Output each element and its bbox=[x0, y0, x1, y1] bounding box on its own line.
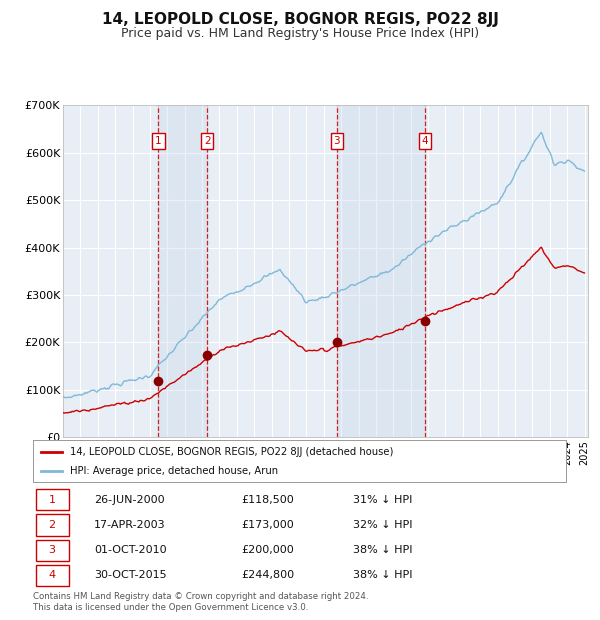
Text: 1: 1 bbox=[155, 136, 162, 146]
FancyBboxPatch shape bbox=[35, 565, 68, 586]
Text: 01-OCT-2010: 01-OCT-2010 bbox=[94, 545, 167, 555]
Text: 38% ↓ HPI: 38% ↓ HPI bbox=[353, 570, 412, 580]
Text: Contains HM Land Registry data © Crown copyright and database right 2024.
This d: Contains HM Land Registry data © Crown c… bbox=[33, 592, 368, 611]
Text: 17-APR-2003: 17-APR-2003 bbox=[94, 520, 166, 530]
Text: 4: 4 bbox=[49, 570, 56, 580]
Text: 2: 2 bbox=[49, 520, 56, 530]
Text: Price paid vs. HM Land Registry's House Price Index (HPI): Price paid vs. HM Land Registry's House … bbox=[121, 27, 479, 40]
Text: 30-OCT-2015: 30-OCT-2015 bbox=[94, 570, 167, 580]
Text: 26-JUN-2000: 26-JUN-2000 bbox=[94, 495, 165, 505]
FancyBboxPatch shape bbox=[35, 515, 68, 536]
FancyBboxPatch shape bbox=[35, 489, 68, 510]
Text: £118,500: £118,500 bbox=[241, 495, 293, 505]
Text: £244,800: £244,800 bbox=[241, 570, 294, 580]
FancyBboxPatch shape bbox=[35, 539, 68, 560]
Text: 14, LEOPOLD CLOSE, BOGNOR REGIS, PO22 8JJ: 14, LEOPOLD CLOSE, BOGNOR REGIS, PO22 8J… bbox=[101, 12, 499, 27]
Bar bbox=[158, 105, 207, 437]
Text: 31% ↓ HPI: 31% ↓ HPI bbox=[353, 495, 412, 505]
Text: 32% ↓ HPI: 32% ↓ HPI bbox=[353, 520, 412, 530]
Bar bbox=[337, 105, 425, 437]
Text: 4: 4 bbox=[422, 136, 428, 146]
Text: 14, LEOPOLD CLOSE, BOGNOR REGIS, PO22 8JJ (detached house): 14, LEOPOLD CLOSE, BOGNOR REGIS, PO22 8J… bbox=[70, 446, 394, 456]
Text: £200,000: £200,000 bbox=[241, 545, 293, 555]
Text: HPI: Average price, detached house, Arun: HPI: Average price, detached house, Arun bbox=[70, 466, 278, 476]
Text: £173,000: £173,000 bbox=[241, 520, 293, 530]
Text: 1: 1 bbox=[49, 495, 56, 505]
Text: 38% ↓ HPI: 38% ↓ HPI bbox=[353, 545, 412, 555]
Text: 3: 3 bbox=[334, 136, 340, 146]
Text: 3: 3 bbox=[49, 545, 56, 555]
Text: 2: 2 bbox=[204, 136, 211, 146]
